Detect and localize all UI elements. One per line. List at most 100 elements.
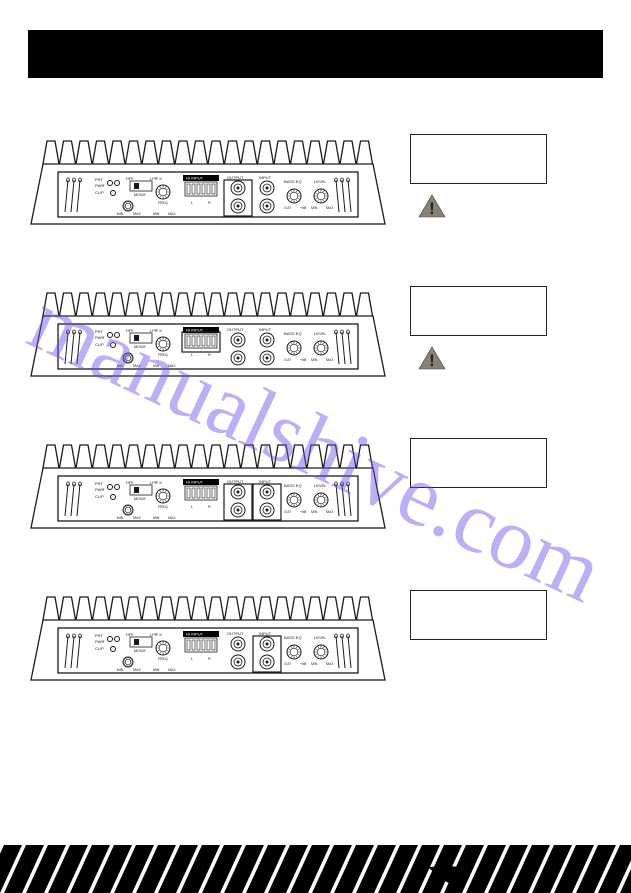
svg-text:R: R bbox=[208, 200, 211, 205]
svg-text:CUT: CUT bbox=[284, 206, 292, 210]
svg-text:MAX: MAX bbox=[326, 206, 334, 210]
svg-text:CLIP: CLIP bbox=[95, 494, 104, 499]
svg-text:MIN: MIN bbox=[117, 364, 124, 368]
product-row: PRTPWRCLIPHPFLPFMODEMINMAXF.X.FREQMINMAX… bbox=[28, 590, 603, 690]
svg-text:LEVEL: LEVEL bbox=[314, 635, 327, 640]
info-box-2 bbox=[410, 286, 547, 336]
svg-text:!: ! bbox=[429, 351, 435, 370]
svg-text:BASS EQ: BASS EQ bbox=[284, 635, 302, 640]
svg-text:OUTPUT: OUTPUT bbox=[227, 327, 244, 332]
svg-text:MAX: MAX bbox=[168, 668, 176, 672]
svg-text:FREQ: FREQ bbox=[158, 201, 168, 205]
svg-text:MAX: MAX bbox=[168, 212, 176, 216]
svg-text:PRT: PRT bbox=[95, 481, 103, 486]
svg-text:CLIP: CLIP bbox=[95, 190, 104, 195]
svg-text:!: ! bbox=[429, 199, 435, 218]
svg-text:CUT: CUT bbox=[284, 358, 292, 362]
svg-text:LEVEL: LEVEL bbox=[314, 179, 327, 184]
svg-text:BASS EQ: BASS EQ bbox=[284, 331, 302, 336]
info-box-1 bbox=[410, 134, 547, 184]
svg-text:FREQ: FREQ bbox=[158, 353, 168, 357]
svg-text:HI INPUT: HI INPUT bbox=[186, 176, 204, 181]
svg-text:MIN: MIN bbox=[153, 668, 160, 672]
svg-text:MAX: MAX bbox=[326, 662, 334, 666]
svg-text:MODE: MODE bbox=[134, 344, 146, 349]
svg-text:MIN: MIN bbox=[153, 516, 160, 520]
svg-text:CUT: CUT bbox=[284, 662, 292, 666]
svg-text:MAX: MAX bbox=[168, 516, 176, 520]
svg-text:LEVEL: LEVEL bbox=[314, 483, 327, 488]
warning-icon: ! bbox=[418, 346, 548, 375]
amplifier-diagram-1: PRTPWRCLIPHPFLPFMODEMINMAXF.X.FREQMINMAX… bbox=[28, 134, 388, 234]
svg-text:R: R bbox=[208, 656, 211, 661]
svg-text:OUTPUT: OUTPUT bbox=[227, 175, 244, 180]
svg-text:MAX: MAX bbox=[133, 212, 141, 216]
svg-text:MIN: MIN bbox=[311, 662, 318, 666]
svg-text:MIN: MIN bbox=[311, 510, 318, 514]
svg-text:+dB: +dB bbox=[300, 358, 307, 362]
svg-text:INPUT: INPUT bbox=[259, 631, 272, 636]
svg-text:HI INPUT: HI INPUT bbox=[186, 480, 204, 485]
amplifier-diagram-2: PRTPWRCLIPHPFLPFMODEMINMAXF.X.FREQMINMAX… bbox=[28, 286, 388, 386]
svg-text:F.X.: F.X. bbox=[156, 328, 163, 333]
svg-text:MODE: MODE bbox=[134, 192, 146, 197]
svg-text:HPF: HPF bbox=[126, 176, 135, 181]
svg-text:MIN: MIN bbox=[311, 206, 318, 210]
svg-text:F.X.: F.X. bbox=[156, 632, 163, 637]
svg-text:OUTPUT: OUTPUT bbox=[227, 631, 244, 636]
svg-text:LEVEL: LEVEL bbox=[314, 331, 327, 336]
amplifier-diagram-3: PRTPWRCLIPHPFLPFMODEMINMAXF.X.FREQMINMAX… bbox=[28, 438, 388, 538]
svg-text:MIN: MIN bbox=[117, 668, 124, 672]
page-header-bar bbox=[28, 30, 603, 78]
svg-text:HPF: HPF bbox=[126, 632, 135, 637]
product-row: PRTPWRCLIPHPFLPFMODEMINMAXF.X.FREQMINMAX… bbox=[28, 286, 603, 386]
svg-text:MODE: MODE bbox=[134, 648, 146, 653]
svg-text:MIN: MIN bbox=[117, 516, 124, 520]
svg-text:MIN: MIN bbox=[153, 364, 160, 368]
svg-text:HPF: HPF bbox=[126, 480, 135, 485]
svg-text:+dB: +dB bbox=[300, 206, 307, 210]
warning-icon: ! bbox=[418, 194, 548, 223]
page-footer-stripes bbox=[0, 845, 631, 893]
svg-text:MIN: MIN bbox=[117, 212, 124, 216]
amplifier-diagram-4: PRTPWRCLIPHPFLPFMODEMINMAXF.X.FREQMINMAX… bbox=[28, 590, 388, 690]
svg-text:MAX: MAX bbox=[326, 510, 334, 514]
info-box-4 bbox=[410, 590, 547, 640]
svg-text:MIN: MIN bbox=[153, 212, 160, 216]
svg-text:CUT: CUT bbox=[284, 510, 292, 514]
svg-text:INPUT: INPUT bbox=[259, 175, 272, 180]
svg-text:FREQ: FREQ bbox=[158, 505, 168, 509]
svg-text:INPUT: INPUT bbox=[259, 327, 272, 332]
svg-text:MIN: MIN bbox=[311, 358, 318, 362]
svg-text:BASS EQ: BASS EQ bbox=[284, 179, 302, 184]
svg-text:PRT: PRT bbox=[95, 177, 103, 182]
svg-text:INPUT: INPUT bbox=[259, 479, 272, 484]
svg-text:+dB: +dB bbox=[300, 662, 307, 666]
svg-text:CLIP: CLIP bbox=[95, 342, 104, 347]
svg-text:BASS EQ: BASS EQ bbox=[284, 483, 302, 488]
svg-text:MODE: MODE bbox=[134, 496, 146, 501]
svg-text:OUTPUT: OUTPUT bbox=[227, 479, 244, 484]
svg-text:R: R bbox=[208, 504, 211, 509]
svg-text:MAX: MAX bbox=[168, 364, 176, 368]
svg-text:R: R bbox=[208, 352, 211, 357]
svg-text:PRT: PRT bbox=[95, 633, 103, 638]
svg-text:CLIP: CLIP bbox=[95, 646, 104, 651]
svg-text:F.X.: F.X. bbox=[156, 480, 163, 485]
svg-text:MAX: MAX bbox=[326, 358, 334, 362]
svg-text:PWR: PWR bbox=[95, 487, 104, 492]
svg-text:HPF: HPF bbox=[126, 328, 135, 333]
svg-text:PWR: PWR bbox=[95, 183, 104, 188]
info-box-3 bbox=[410, 438, 547, 488]
svg-text:FREQ: FREQ bbox=[158, 657, 168, 661]
svg-text:HI INPUT: HI INPUT bbox=[186, 632, 204, 637]
svg-text:MAX: MAX bbox=[133, 364, 141, 368]
product-row: PRTPWRCLIPHPFLPFMODEMINMAXF.X.FREQMINMAX… bbox=[28, 438, 603, 538]
svg-text:PWR: PWR bbox=[95, 335, 104, 340]
svg-text:MAX: MAX bbox=[133, 668, 141, 672]
svg-text:+dB: +dB bbox=[300, 510, 307, 514]
svg-text:PWR: PWR bbox=[95, 639, 104, 644]
svg-text:MAX: MAX bbox=[133, 516, 141, 520]
product-row: PRTPWRCLIPHPFLPFMODEMINMAXF.X.FREQMINMAX… bbox=[28, 134, 603, 234]
svg-text:PRT: PRT bbox=[95, 329, 103, 334]
